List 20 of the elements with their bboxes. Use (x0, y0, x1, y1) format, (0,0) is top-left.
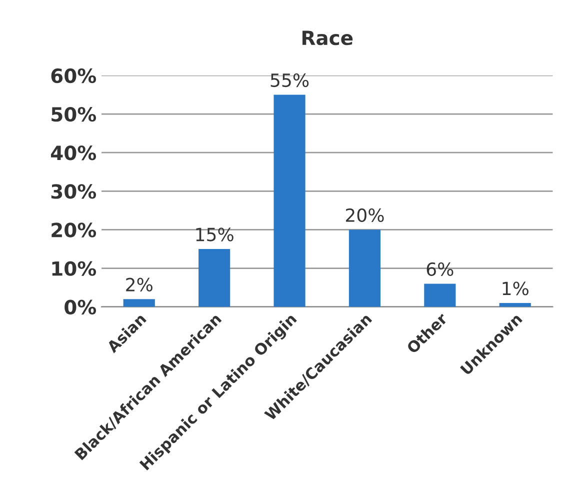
y-tick-label: 60% (51, 68, 96, 84)
bar (424, 284, 456, 307)
bar (274, 94, 306, 307)
y-tick-label: 20% (52, 222, 96, 238)
data-label: 20% (346, 208, 384, 222)
data-label: 15% (196, 228, 234, 242)
y-tick-label: 0% (64, 300, 96, 314)
bar (198, 248, 230, 307)
chart-title: Race (302, 30, 353, 46)
y-tick-label: 30% (51, 184, 96, 199)
data-label: 6% (426, 262, 454, 276)
bar (348, 230, 381, 307)
bar (499, 302, 531, 307)
y-tick-label: 40% (50, 146, 96, 160)
data-label: 2% (126, 278, 152, 292)
y-tick-label: 50% (52, 106, 96, 122)
data-label: 55% (270, 73, 309, 88)
bar (123, 299, 155, 307)
data-label: 1% (502, 282, 528, 296)
y-tick-label: 10% (52, 261, 96, 276)
